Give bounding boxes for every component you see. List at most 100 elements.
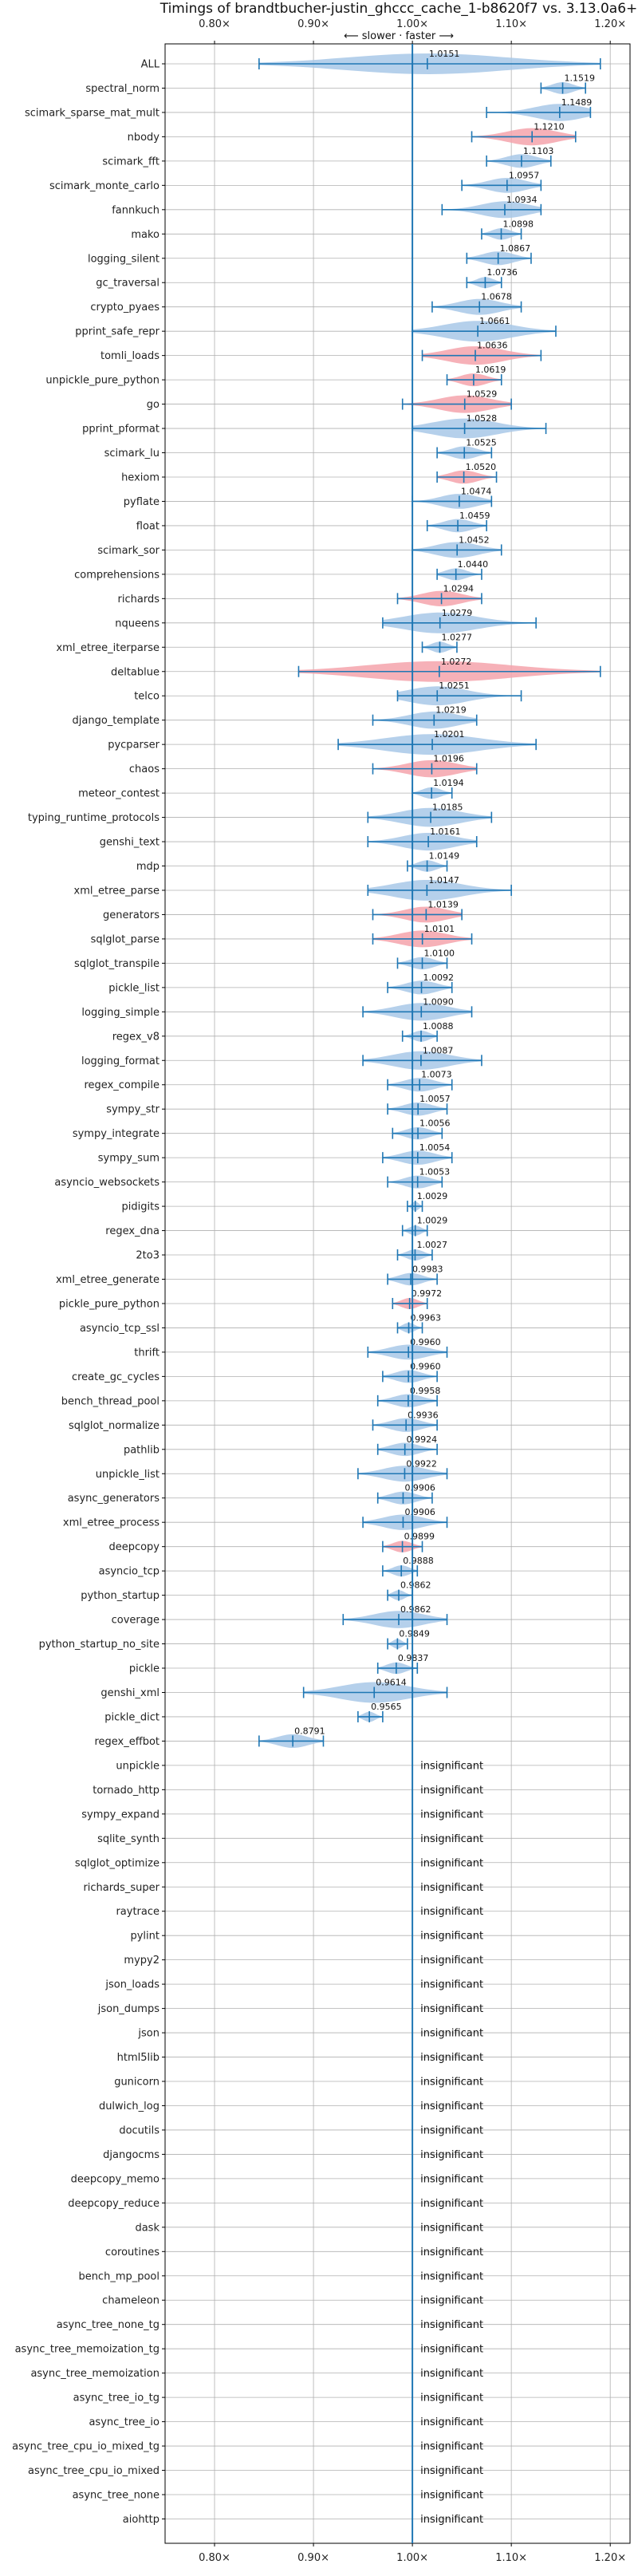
value-label: 0.9862: [400, 1604, 431, 1615]
chart-subtitle: ⟵ slower · faster ⟶: [344, 30, 454, 42]
benchmark-label: aiohttp: [123, 2514, 160, 2526]
benchmark-label: nqueens: [115, 617, 160, 629]
benchmark-label: gc_traversal: [96, 278, 160, 290]
benchmark-label: json_loads: [104, 1979, 160, 1991]
x-tick-label-top: 0.80×: [199, 18, 230, 30]
benchmark-label: sympy_integrate: [73, 1128, 160, 1140]
value-label: 0.9960: [410, 1361, 441, 1371]
x-tick-label-top: 1.00×: [396, 18, 428, 30]
value-label: 1.1489: [561, 97, 593, 108]
benchmark-label: meteor_contest: [78, 788, 160, 800]
value-label: 1.0440: [458, 559, 489, 570]
value-label: 1.0957: [509, 170, 540, 180]
benchmark-label: async_tree_memoization: [30, 2368, 160, 2380]
value-label: 1.0029: [417, 1191, 448, 1201]
benchmark-label: async_tree_io_tg: [73, 2393, 160, 2404]
benchmark-label: deltablue: [111, 666, 160, 678]
insignificant-label: insignificant: [420, 1833, 483, 1845]
value-label: 1.0196: [433, 754, 464, 764]
insignificant-label: insignificant: [420, 2393, 483, 2404]
benchmark-label: async_tree_cpu_io_mixed: [28, 2465, 160, 2477]
benchmark-label: create_gc_cycles: [72, 1371, 160, 1383]
benchmark-label: raytrace: [116, 1906, 160, 1918]
benchmark-label: comprehensions: [74, 569, 160, 581]
benchmark-label: logging_simple: [81, 1007, 160, 1019]
value-label: 0.9899: [404, 1532, 435, 1542]
benchmark-label: regex_dna: [105, 1225, 160, 1237]
x-tick-label-top: 1.20×: [594, 18, 626, 30]
chart-title: Timings of brandtbucher-justin_ghccc_cac…: [160, 1, 638, 17]
benchmark-label: sympy_sum: [98, 1153, 160, 1165]
plot-frame: [164, 43, 631, 2544]
value-label: 1.0056: [419, 1118, 451, 1129]
benchmark-label: pickle: [129, 1663, 160, 1675]
value-label: 0.9849: [399, 1629, 430, 1639]
insignificant-label: insignificant: [420, 1857, 483, 1869]
x-tick-label-bottom: 0.90×: [297, 2552, 329, 2564]
insignificant-label: insignificant: [420, 1979, 483, 1991]
insignificant-label: insignificant: [420, 1785, 483, 1797]
benchmark-label: python_startup_no_site: [39, 1639, 160, 1651]
benchmark-label: djangocms: [103, 2149, 160, 2161]
value-label: 0.9565: [371, 1702, 402, 1712]
benchmark-label: regex_effbot: [94, 1736, 160, 1748]
value-label: 0.9862: [400, 1580, 431, 1591]
value-label: 1.0661: [479, 316, 510, 326]
value-label: 1.0151: [429, 49, 460, 59]
value-label: 1.0053: [419, 1167, 451, 1178]
benchmark-label: xml_etree_process: [63, 1517, 160, 1529]
insignificant-label: insignificant: [420, 2149, 483, 2161]
insignificant-label: insignificant: [420, 2490, 483, 2502]
benchmark-label: deepcopy_reduce: [68, 2198, 160, 2210]
value-label: 1.0867: [500, 243, 531, 254]
benchmark-label: scimark_monte_carlo: [49, 180, 160, 192]
benchmark-label: richards: [118, 594, 160, 606]
value-label: 1.0161: [430, 826, 461, 837]
insignificant-label: insignificant: [420, 2295, 483, 2307]
benchmark-label: go: [147, 399, 160, 411]
insignificant-label: insignificant: [420, 1882, 483, 1894]
value-label: 1.0736: [486, 267, 518, 278]
benchmark-label: chameleon: [102, 2295, 160, 2307]
benchmark-label: pickle_list: [108, 982, 160, 994]
insignificant-label: insignificant: [420, 2441, 483, 2453]
benchmark-label: bench_mp_pool: [78, 2270, 160, 2282]
value-label: 1.1519: [565, 73, 596, 83]
benchmark-label: unpickle: [116, 1760, 160, 1772]
value-label: 1.0201: [434, 729, 465, 740]
benchmark-label: async_generators: [68, 1493, 160, 1505]
insignificant-label: insignificant: [420, 2028, 483, 2040]
benchmark-label: pickle_pure_python: [59, 1298, 160, 1310]
benchmark-label: coroutines: [105, 2247, 160, 2258]
benchmark-label: async_tree_none: [73, 2490, 160, 2502]
benchmark-label: fannkuch: [112, 204, 160, 216]
x-tick-label-bottom: 1.10×: [495, 2552, 527, 2564]
value-label: 1.0277: [441, 632, 472, 642]
benchmark-label: scimark_sor: [97, 545, 160, 557]
insignificant-label: insignificant: [420, 2101, 483, 2112]
insignificant-label: insignificant: [420, 1931, 483, 1943]
benchmark-label: sympy_expand: [81, 1809, 160, 1821]
benchmark-label: float: [136, 520, 160, 532]
insignificant-label: insignificant: [420, 2514, 483, 2526]
benchmark-label: mako: [131, 229, 160, 241]
benchmark-label: bench_thread_pool: [61, 1395, 160, 1407]
value-label: 1.0279: [442, 608, 473, 618]
benchmark-label: asyncio_tcp: [99, 1566, 160, 1578]
benchmark-label: coverage: [112, 1615, 160, 1627]
benchmark-label: asyncio_tcp_ssl: [80, 1323, 160, 1335]
benchmark-label: deepcopy: [108, 1541, 160, 1553]
value-label: 1.0101: [424, 924, 455, 934]
value-label: 1.0185: [432, 803, 463, 813]
benchmark-label: telco: [134, 691, 160, 703]
insignificant-label: insignificant: [420, 2173, 483, 2185]
benchmark-label: nbody: [128, 132, 160, 144]
value-label: 0.9906: [404, 1483, 435, 1493]
benchmark-label: genshi_xml: [100, 1687, 160, 1699]
benchmark-label: 2to3: [136, 1250, 160, 1262]
insignificant-label: insignificant: [420, 2465, 483, 2477]
benchmark-label: sqlglot_optimize: [75, 1857, 160, 1869]
value-label: 1.0087: [423, 1045, 454, 1055]
benchmark-label: pidigits: [122, 1201, 160, 1213]
value-label: 0.9972: [412, 1288, 443, 1299]
